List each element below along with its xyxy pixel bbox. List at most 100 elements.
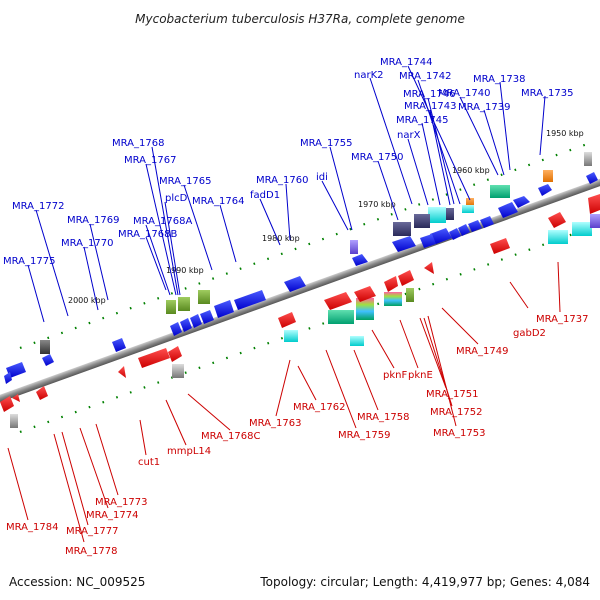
gene-block[interactable] [462, 205, 474, 213]
gene-label[interactable]: MRA_1768A [133, 216, 192, 227]
gene-label[interactable]: MRA_1738 [473, 74, 525, 85]
gene-arrow[interactable] [538, 184, 552, 196]
gene-arrow[interactable] [234, 290, 266, 310]
gene-block[interactable] [446, 208, 454, 220]
gene-label[interactable]: MRA_1739 [458, 102, 510, 113]
gene-arrow[interactable] [118, 366, 126, 378]
gene-arrow[interactable] [0, 396, 14, 412]
gene-label[interactable]: MRA_1770 [61, 238, 113, 249]
gene-label[interactable]: MRA_1764 [192, 196, 244, 207]
gene-label[interactable]: MRA_1768C [201, 431, 260, 442]
gene-arrow[interactable] [284, 276, 306, 292]
gene-block[interactable] [548, 230, 568, 244]
gene-arrow[interactable] [214, 300, 234, 318]
gene-block[interactable] [350, 240, 358, 254]
gene-label[interactable]: MRA_1767 [124, 155, 176, 166]
gene-label[interactable]: pknE [408, 370, 433, 381]
gene-label[interactable]: MRA_1745 [396, 115, 448, 126]
gene-label[interactable]: MRA_1769 [67, 215, 119, 226]
gene-arrow[interactable] [424, 262, 434, 274]
gene-label[interactable]: MRA_1765 [159, 176, 211, 187]
gene-block[interactable] [406, 288, 414, 302]
gene-arrow[interactable] [588, 194, 600, 214]
gene-label[interactable]: MRA_1768B [118, 229, 177, 240]
gene-label[interactable]: MRA_1778 [65, 546, 117, 557]
gene-arrow[interactable] [352, 254, 368, 266]
gene-arrow[interactable] [42, 354, 54, 366]
gene-arrow[interactable] [4, 372, 12, 384]
gene-label[interactable]: MRA_1772 [12, 201, 64, 212]
gene-label[interactable]: MRA_1759 [338, 430, 390, 441]
gene-label[interactable]: gabD2 [513, 328, 546, 339]
gene-arrow[interactable] [392, 236, 416, 252]
gene-arrow[interactable] [12, 394, 20, 402]
gene-arrow[interactable] [170, 322, 182, 336]
gene-arrow[interactable] [430, 228, 452, 244]
gene-block[interactable] [350, 336, 364, 346]
gene-label[interactable]: MRA_1737 [536, 314, 588, 325]
gene-arrow[interactable] [112, 338, 126, 352]
gene-arrow[interactable] [398, 270, 414, 286]
gene-label[interactable]: narX [397, 130, 421, 141]
gene-block[interactable] [10, 414, 18, 428]
gene-label[interactable]: MRA_1774 [86, 510, 138, 521]
gene-block[interactable] [543, 170, 553, 182]
gene-label[interactable]: MRA_1752 [430, 407, 482, 418]
gene-block[interactable] [172, 364, 184, 378]
gene-label[interactable]: MRA_1743 [404, 101, 456, 112]
gene-block[interactable] [198, 290, 210, 304]
gene-arrow[interactable] [480, 216, 494, 228]
gene-block[interactable] [40, 340, 50, 354]
gene-label[interactable]: MRA_1760 [256, 175, 308, 186]
gene-block[interactable] [490, 185, 510, 198]
gene-block[interactable] [428, 207, 446, 223]
gene-label[interactable]: idi [316, 172, 328, 183]
gene-arrow[interactable] [180, 318, 192, 332]
gene-block[interactable] [414, 214, 430, 228]
gene-arrow[interactable] [586, 172, 598, 184]
gene-block[interactable] [590, 214, 600, 228]
gene-arrow[interactable] [449, 228, 461, 240]
gene-arrow[interactable] [420, 234, 436, 248]
gene-block[interactable] [356, 298, 374, 320]
gene-arrow[interactable] [498, 202, 518, 218]
gene-label[interactable]: MRA_1753 [433, 428, 485, 439]
gene-block[interactable] [584, 152, 592, 166]
gene-block[interactable] [166, 300, 176, 314]
gene-label[interactable]: cut1 [138, 457, 160, 468]
gene-arrow[interactable] [168, 346, 182, 362]
gene-label[interactable]: plcD [165, 193, 188, 204]
gene-arrow[interactable] [200, 310, 214, 324]
gene-arrow[interactable] [384, 276, 398, 292]
gene-label[interactable]: MRA_1773 [95, 497, 147, 508]
gene-arrow[interactable] [548, 212, 566, 228]
gene-arrow[interactable] [190, 314, 202, 328]
gene-label[interactable]: MRA_1742 [399, 71, 451, 82]
gene-label[interactable]: MRA_1777 [66, 526, 118, 537]
gene-block[interactable] [466, 198, 474, 206]
gene-label[interactable]: MRA_1762 [293, 402, 345, 413]
gene-arrow[interactable] [324, 292, 352, 310]
gene-label[interactable]: MRA_1750 [351, 152, 403, 163]
gene-block[interactable] [328, 310, 354, 324]
gene-block[interactable] [284, 330, 298, 342]
gene-arrow[interactable] [138, 348, 170, 368]
gene-label[interactable]: MRA_1768 [112, 138, 164, 149]
gene-block[interactable] [572, 222, 592, 236]
gene-arrow[interactable] [468, 220, 482, 232]
gene-arrow[interactable] [458, 224, 470, 236]
gene-label[interactable]: MRA_1735 [521, 88, 573, 99]
gene-block[interactable] [178, 297, 190, 311]
gene-arrow[interactable] [6, 362, 26, 378]
gene-label[interactable]: pknF [383, 370, 407, 381]
gene-label[interactable]: MRA_1758 [357, 412, 409, 423]
gene-label[interactable]: narK2 [354, 70, 384, 81]
gene-label[interactable]: MRA_1744 [380, 57, 432, 68]
gene-label[interactable]: MRA_1784 [6, 522, 58, 533]
gene-arrow[interactable] [513, 196, 530, 208]
gene-block[interactable] [384, 292, 402, 306]
gene-label[interactable]: MRA_1746 [403, 89, 455, 100]
gene-label[interactable]: fadD1 [250, 190, 280, 201]
gene-label[interactable]: MRA_1763 [249, 418, 301, 429]
gene-arrow[interactable] [354, 286, 376, 302]
